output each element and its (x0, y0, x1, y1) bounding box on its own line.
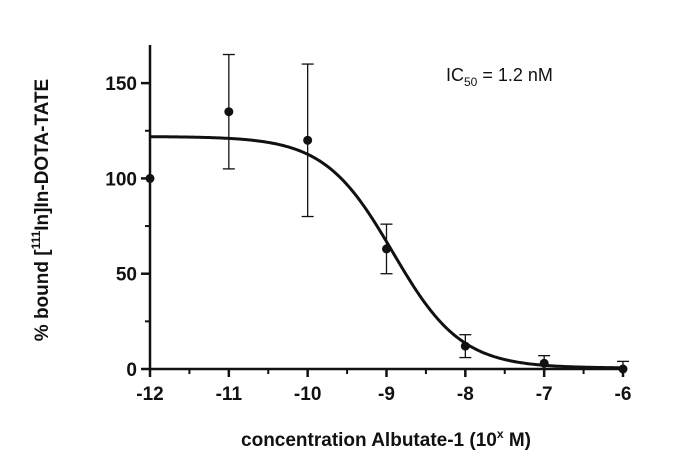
y-axis-label: % bound [111In]In-DOTA-TATE (29, 79, 53, 341)
labels-layer: % bound [111In]In-DOTA-TATE concentratio… (29, 65, 553, 451)
data-point (303, 135, 313, 145)
y-tick-label: 100 (105, 169, 137, 190)
axes: -12 -11 -10 -9 -8 -7 -6 0 50 100 150 (105, 45, 631, 405)
data-point (145, 173, 155, 183)
data-point (460, 341, 470, 351)
data-point (224, 107, 234, 117)
x-tick-label: -9 (378, 384, 395, 405)
y-tick-label: 150 (105, 74, 137, 95)
data-point (539, 358, 549, 368)
x-tick-label: -7 (536, 384, 553, 405)
x-tick-label: -6 (615, 384, 632, 405)
data-point (382, 244, 391, 254)
x-axis-label: concentration Albutate-1 (10x M) (241, 427, 531, 451)
x-tick-label: -10 (294, 384, 321, 405)
data-point (618, 364, 628, 374)
y-tick-label: 0 (126, 360, 137, 381)
x-tick-label: -8 (457, 384, 474, 405)
x-tick-label: -11 (216, 384, 243, 405)
y-tick-label: 50 (116, 265, 137, 286)
data-points-layer (145, 53, 629, 374)
ic50-annotation: IC50 = 1.2 nM (446, 65, 553, 89)
x-tick-label: -12 (136, 384, 163, 405)
